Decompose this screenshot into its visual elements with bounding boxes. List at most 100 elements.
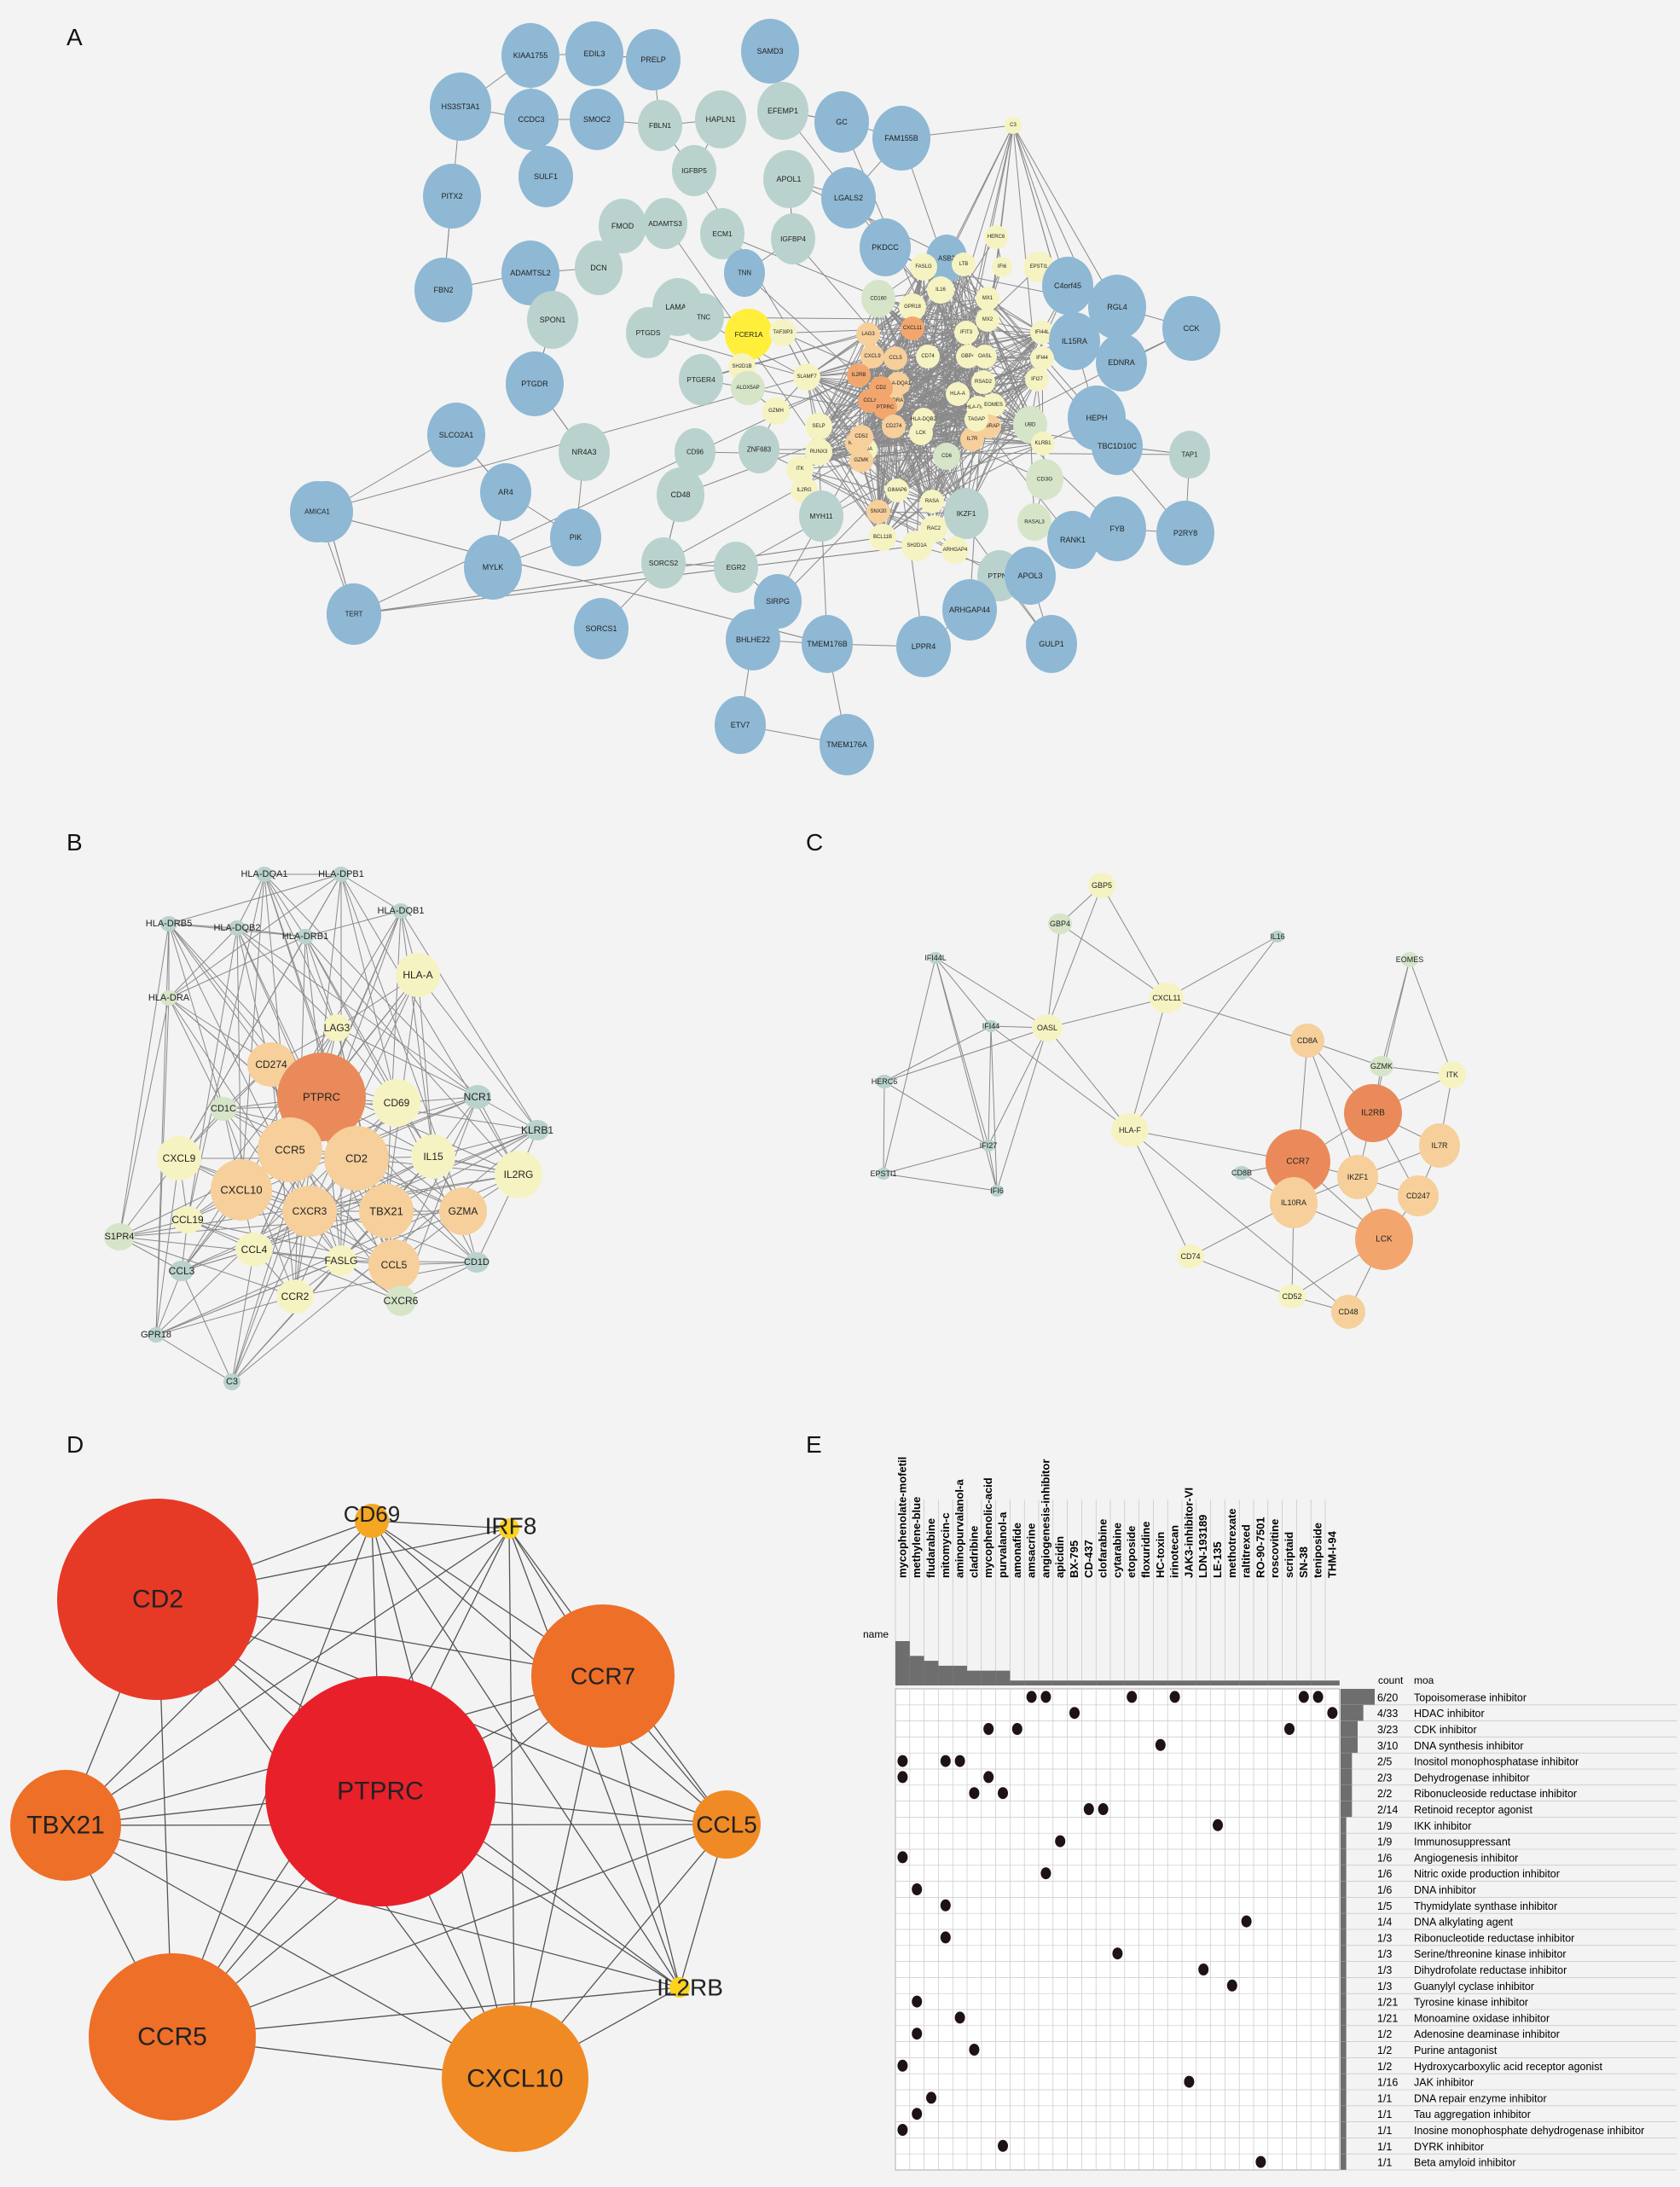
network-c-edge xyxy=(990,1025,1131,1131)
network-c-edge xyxy=(883,1081,989,1146)
network-b-edge xyxy=(168,997,224,1110)
network-c-edge xyxy=(1046,1027,1131,1131)
membership-dot xyxy=(969,2044,980,2056)
drug-count-bar xyxy=(1067,1680,1082,1685)
network-c-edge xyxy=(988,1025,992,1146)
moa-count-bar xyxy=(1341,1833,1347,1849)
drug-name-label: LDN-193189 xyxy=(1196,1515,1209,1578)
membership-dot xyxy=(1255,2155,1266,2168)
network-a-node-label: LTB xyxy=(959,262,969,267)
network-a-node-label: FBLN1 xyxy=(649,121,671,130)
network-a-node-ifi27: IFI27 xyxy=(1025,368,1049,392)
network-a-node-c3: C3 xyxy=(1005,117,1022,134)
network-a-node-ifi6: IFI6 xyxy=(992,257,1012,277)
membership-dot xyxy=(1241,1915,1252,1928)
network-c-edge xyxy=(935,957,1048,1029)
network-c-edge xyxy=(883,1145,989,1175)
network-a-node-tap1: TAP1 xyxy=(1169,431,1210,479)
network-c-edge xyxy=(1409,959,1453,1076)
network-d-node-label: CD2 xyxy=(132,1586,183,1614)
drug-name-label: CD-437 xyxy=(1082,1540,1095,1578)
network-a-node-rsad2: RSAD2 xyxy=(971,370,995,394)
network-a-node-fyb: FYB xyxy=(1088,496,1146,561)
network-c-node-label: IFI44 xyxy=(982,1022,1000,1030)
network-b-node-cd1d: CD1D xyxy=(464,1252,490,1273)
network-d-node-label: CCR5 xyxy=(137,2023,207,2051)
network-c-node-label: OASL xyxy=(1037,1024,1057,1032)
network-a-edge xyxy=(353,537,883,615)
network-a-node-label: FAM155B xyxy=(884,134,918,142)
network-c-edge xyxy=(935,957,998,1192)
network-a-node-label: KLRB1 xyxy=(1034,441,1051,446)
network-a-node-label: RSAD2 xyxy=(975,380,993,385)
moa-count-bar xyxy=(1341,2105,1347,2122)
drug-name-label: THM-I-94 xyxy=(1325,1530,1338,1578)
network-b-edge xyxy=(400,910,434,1157)
network-b-edge xyxy=(231,1249,255,1383)
moa-count: 3/10 xyxy=(1377,1740,1398,1752)
network-a-node-label: HEPH xyxy=(1086,414,1107,422)
network-b-node-cd1c: CD1C xyxy=(210,1097,237,1121)
network-b: HLA-DQA1 HLA-DPB1 HLA-DQB1 HLA-DRB5 HLA-DQB2… xyxy=(104,867,553,1390)
network-a-node-label: CCK xyxy=(1183,324,1199,333)
network-a-node-label: RANK1 xyxy=(1060,536,1086,544)
network-a-node-label: AR4 xyxy=(498,488,513,496)
network-a-node-adamtsl2: ADAMTSL2 xyxy=(501,241,559,305)
moa-label: Guanylyl cyclase inhibitor xyxy=(1414,1981,1534,1993)
moa-count-bar xyxy=(1341,1849,1347,1865)
network-a-edge xyxy=(965,285,1069,514)
network-b-node-hla-dra: HLA-DRA xyxy=(148,990,190,1006)
network-a-node-label: SELP xyxy=(812,424,825,429)
drug-name-label: mycophenolic-acid xyxy=(982,1477,994,1578)
drug-name-label: clofarabine xyxy=(1097,1519,1109,1578)
network-b-edge xyxy=(119,1236,296,1297)
network-a-node-edil3: EDIL3 xyxy=(565,21,623,86)
network-a-node-label: LCK xyxy=(916,431,926,436)
moa-label: JAK inhibitor xyxy=(1414,2077,1474,2089)
network-a-edge xyxy=(799,332,1043,470)
moa-count-bar xyxy=(1341,1945,1347,1962)
moa-count: 1/1 xyxy=(1377,2125,1392,2137)
moa-label: DNA repair enzyme inhibitor xyxy=(1414,2092,1547,2104)
drug-name-label: JAK3-inhibitor-VI xyxy=(1182,1488,1195,1578)
network-b-edge xyxy=(340,873,519,1175)
network-c-edge xyxy=(1306,1040,1358,1178)
moa-label: Topoisomerase inhibitor xyxy=(1414,1691,1526,1703)
membership-dot xyxy=(1155,1738,1166,1751)
network-c-node-label: CD48 xyxy=(1338,1308,1358,1316)
moa-count: 1/9 xyxy=(1377,1836,1392,1848)
membership-dot xyxy=(998,2139,1008,2152)
network-b-node-label: HLA-DQA1 xyxy=(240,869,287,879)
network-a-node-ccdc3: CCDC3 xyxy=(504,89,559,150)
network-b-edge xyxy=(236,927,306,937)
network-c-node-label: CD52 xyxy=(1282,1292,1301,1301)
network-a-node-arhgap44: ARHGAP44 xyxy=(942,579,997,641)
network-b-node-label: CXCL10 xyxy=(220,1184,262,1197)
network-c-node-label: IKZF1 xyxy=(1347,1173,1369,1181)
network-a-node-gimap6: GIMAP6 xyxy=(885,479,909,502)
moa-count: 1/21 xyxy=(1377,2012,1398,2024)
drug-name-label: irinotecan xyxy=(1168,1525,1181,1578)
network-b-edge xyxy=(155,1260,342,1336)
network-c-edge xyxy=(1190,1256,1293,1297)
network-b-node-hla-dqa1: HLA-DQA1 xyxy=(240,867,288,882)
network-a-node-taf3ip3: TAF3IP3 xyxy=(769,319,797,346)
network-b-edge xyxy=(223,1108,342,1262)
moa-count-bar xyxy=(1341,2090,1347,2106)
network-a-node-label: HAPLN1 xyxy=(705,115,735,124)
moa-count: 1/5 xyxy=(1377,1900,1392,1912)
moa-count: 1/21 xyxy=(1377,1997,1398,2009)
moa-count: 4/33 xyxy=(1377,1708,1398,1720)
network-a-node-label: ECM1 xyxy=(712,229,733,238)
network-a-node-label: IFI6 xyxy=(998,264,1007,270)
membership-dot xyxy=(1169,1691,1180,1703)
network-c-node-label: GBP4 xyxy=(1050,919,1070,928)
network-a-node-pik: PIK xyxy=(550,508,601,566)
moa-count-bar xyxy=(1341,1977,1347,1994)
network-b-node-il2rg: IL2RG xyxy=(495,1151,542,1198)
network-b-node-label: C3 xyxy=(226,1377,238,1387)
network-a-node-hla-a: HLA-A xyxy=(946,382,970,406)
network-b-node-cxcr3: CXCR3 xyxy=(282,1186,337,1237)
network-b-node-lag3: LAG3 xyxy=(323,1014,350,1041)
network-a-node-label: FCER1A xyxy=(734,330,762,339)
